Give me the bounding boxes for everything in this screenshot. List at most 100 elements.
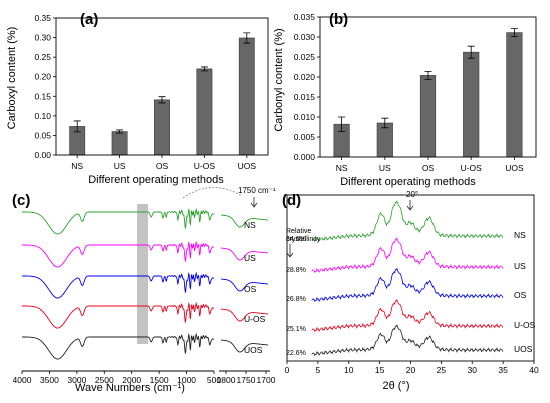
a-y-tick-label: 0.10: [34, 111, 51, 121]
b-error-bar: [424, 71, 432, 80]
ftir-inset-line: [220, 214, 269, 228]
panel-c-annotation-arrow: [250, 197, 258, 208]
xrd-series-label: UOS: [514, 344, 533, 354]
a-y-tick-label: 0.35: [34, 13, 51, 23]
panel-c-x-tick-label: 2500: [95, 375, 114, 385]
ftir-series-label: U-OS: [244, 314, 266, 324]
panel-b-y-axis-label: Carbonyl content (%): [273, 28, 285, 131]
ftir-spectrum-line: [22, 240, 215, 268]
a-y-tick-label: 0.15: [34, 91, 51, 101]
panel-a-carboxyl-chart: NS US OS U-OS UOS 0.00 0.05 0.10 0.15 0.20 0.25 0.3…: [6, 11, 269, 186]
panel-d-xrd-chart: 0 5 10 15 20 25 30 35 40 (d) 2θ (°) 20° Relative…: [282, 190, 539, 392]
xrd-crystallinity-value: 34.6%: [286, 236, 306, 243]
b-y-tick-label: 0.010: [294, 112, 316, 122]
ftir-spectrum-line: [22, 301, 215, 329]
a-x-tick-label: U-OS: [194, 161, 216, 171]
b-error-bar: [467, 45, 475, 59]
a-x-tick-label: UOS: [238, 161, 257, 171]
a-y-tick-label: 0.05: [34, 130, 51, 140]
xrd-series-label: U-OS: [514, 320, 536, 330]
panel-d-series-labels: NS 34.6% US 28.8% OS 26.8% U-OS 25.1% UOS 22.6%: [286, 230, 536, 357]
ftir-series-label: NS: [244, 220, 256, 230]
xrd-crystallinity-value: 22.6%: [286, 350, 306, 357]
b-y-tick-label: 0.035: [294, 12, 316, 22]
panel-d-tag: (d): [282, 192, 301, 209]
panel-c-inset-tick-label: 1800: [217, 375, 236, 385]
ftir-inset-line: [220, 339, 269, 353]
panel-b-x-axis-label: Different operating methods: [340, 176, 476, 188]
xrd-pattern-line: [311, 324, 504, 356]
panel-d-crystallinity-label-line2: crystallinity: [286, 236, 321, 243]
panel-b-carbonyl-chart: NS US OS U-OS UOS 0.000 0.005 0.010 0.015 0.020 0.…: [273, 11, 537, 188]
panel-d-x-tick-label: 5: [316, 365, 321, 375]
panel-a-y-axis-label: Carboxyl content (%): [6, 27, 18, 130]
panel-b-tag: (b): [329, 11, 348, 28]
panel-d-patterns: [311, 200, 504, 356]
panel-c-x-tick-label: 2000: [122, 375, 141, 385]
ftir-series-label: UOS: [244, 345, 263, 355]
panel-a-axes: NS US OS U-OS UOS 0.00 0.05 0.10 0.15 0.20 0.25 0.3…: [34, 13, 269, 171]
panel-c-x-tick-label: 1000: [177, 375, 196, 385]
b-error-bar: [510, 28, 518, 37]
a-error-bar: [243, 32, 251, 44]
ftir-series-label: OS: [244, 284, 257, 294]
panel-c-zoom-arrow: [182, 187, 243, 199]
a-x-tick-label: NS: [71, 161, 83, 171]
panel-d-crystallinity-label-line1: Relative: [286, 228, 311, 235]
ftir-spectrum-line: [22, 332, 215, 360]
b-x-tick-label: U-OS: [461, 163, 483, 173]
b-x-tick-label: OS: [422, 163, 435, 173]
panel-d-x-tick-label: 20: [406, 365, 416, 375]
panel-a-bars: [69, 32, 255, 156]
xrd-series-label: OS: [514, 290, 527, 300]
panel-d-x-tick-label: 30: [468, 365, 478, 375]
panel-d-peak-arrow: [406, 200, 414, 211]
ftir-spectrum-line: [22, 271, 215, 299]
a-y-tick-label: 0.00: [34, 150, 51, 160]
panel-d-x-tick-label: 35: [498, 365, 508, 375]
a-x-tick-label: US: [114, 161, 126, 171]
b-x-tick-label: NS: [336, 163, 348, 173]
b-y-tick-label: 0.030: [294, 32, 316, 42]
panel-a-tag: (a): [80, 11, 98, 28]
a-error-bar: [73, 120, 81, 133]
panel-d-x-tick-label: 25: [437, 365, 447, 375]
xrd-pattern-line: [311, 237, 504, 273]
panel-c-spectra: [22, 207, 269, 360]
panel-c-x-axis-label: Wave Numbers (cm⁻¹): [75, 382, 185, 394]
b-y-tick-label: 0.005: [294, 132, 316, 142]
panel-c-inset-tick-label: 1700: [257, 375, 276, 385]
panel-d-peak-annotation: 20°: [406, 190, 418, 199]
panel-c-x-tick-label: 3000: [67, 375, 86, 385]
panel-c-tag: (c): [12, 192, 30, 209]
panel-c-annotation: 1750 cm⁻¹: [238, 186, 276, 195]
panel-c-inset-tick-label: 1750: [237, 375, 256, 385]
a-bar: [111, 131, 128, 156]
xrd-pattern-line: [311, 267, 504, 302]
panel-d-x-tick-label: 10: [344, 365, 354, 375]
ftir-inset-line: [220, 247, 269, 261]
a-bar: [238, 37, 255, 156]
b-bar: [506, 32, 523, 158]
a-y-tick-label: 0.30: [34, 33, 51, 43]
xrd-series-label: US: [514, 261, 526, 271]
panel-c-highlight-band: [137, 204, 148, 344]
b-bar: [463, 51, 480, 158]
b-y-tick-label: 0.015: [294, 92, 316, 102]
b-y-tick-label: 0.025: [294, 52, 316, 62]
b-error-bar: [381, 117, 389, 129]
a-bar: [196, 68, 213, 156]
panel-a-x-axis-label: Different operating methods: [88, 174, 224, 186]
a-y-tick-label: 0.20: [34, 72, 51, 82]
panel-c-x-tick-label: 1500: [150, 375, 169, 385]
panel-d-axes: 0 5 10 15 20 25 30 35 40: [285, 194, 539, 375]
xrd-pattern-line: [311, 299, 504, 332]
xrd-crystallinity-value: 28.8%: [286, 267, 306, 274]
panel-d-x-tick-label: 0: [285, 365, 290, 375]
a-error-bar: [116, 129, 124, 134]
xrd-crystallinity-value: 26.8%: [286, 296, 306, 303]
b-x-tick-label: UOS: [505, 163, 524, 173]
